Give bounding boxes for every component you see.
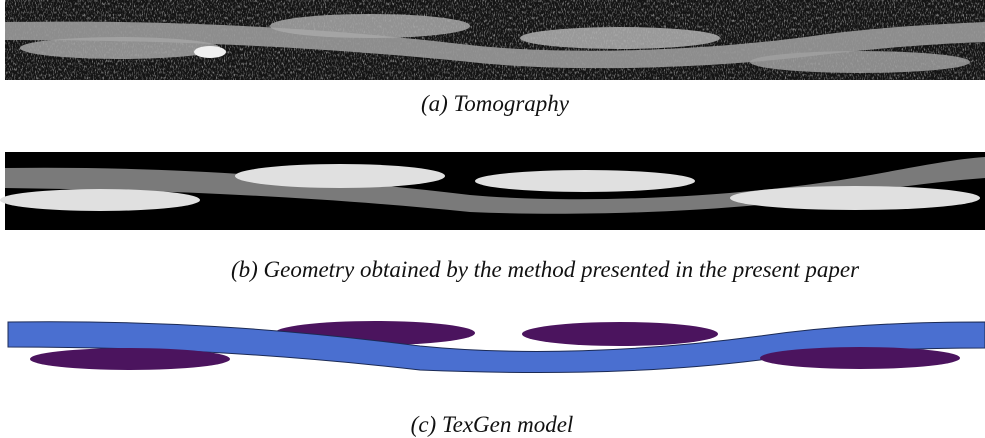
texgen-image xyxy=(7,321,985,374)
caption: (c) TexGen model xyxy=(411,412,574,437)
caption: (a) Tomography xyxy=(421,91,570,116)
geometry-image xyxy=(0,152,985,230)
tomography-image xyxy=(5,0,985,80)
caption: (b) Geometry obtained by the method pres… xyxy=(231,257,860,282)
